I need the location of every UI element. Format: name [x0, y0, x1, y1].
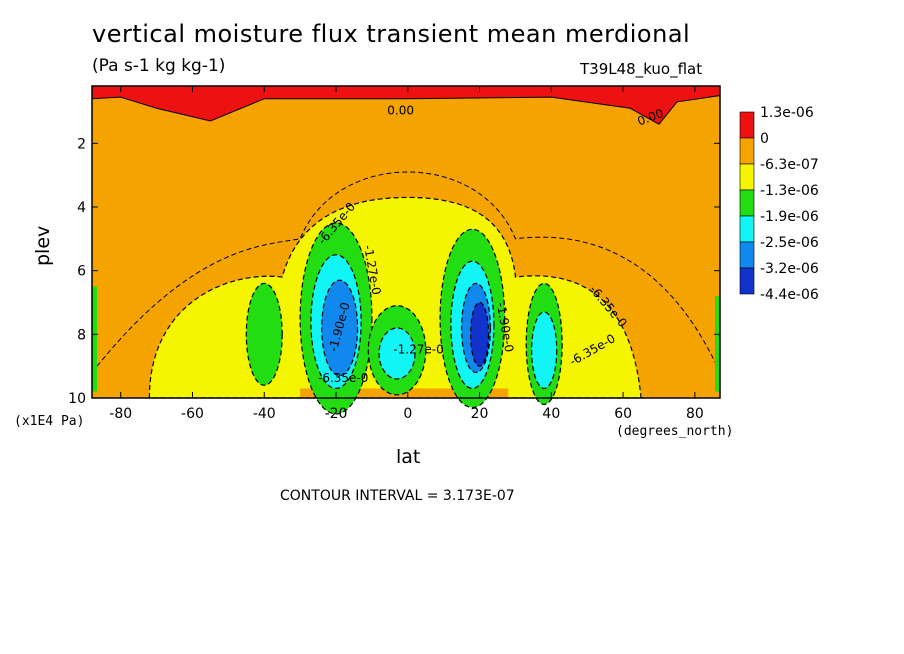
- legend-swatch: [739, 111, 755, 139]
- x-tick-label: -40: [253, 406, 276, 422]
- contour-fill-blue: [321, 279, 359, 377]
- contour-fill-cyan: [378, 327, 416, 380]
- legend-swatch: [739, 215, 755, 243]
- legend-label: -3.2e-06: [760, 261, 819, 277]
- y-axis-unit: (x1E4 Pa): [14, 414, 85, 429]
- y-tick-label: 2: [77, 136, 86, 152]
- legend-label: -1.3e-06: [760, 183, 819, 199]
- y-tick-label: 8: [77, 327, 86, 343]
- contour-label: 0.00: [387, 104, 414, 118]
- legend-swatch: [739, 241, 755, 269]
- contour-fill-green: [245, 282, 283, 386]
- contour-fill-cyan: [530, 311, 558, 390]
- y-tick-label: 4: [77, 200, 86, 216]
- contour-label: -1.27e-0: [393, 342, 443, 356]
- x-tick-label: 60: [614, 406, 632, 422]
- contour-fill-edge-right: [715, 296, 720, 392]
- legend-label: -6.3e-07: [760, 157, 819, 173]
- x-tick-label: 80: [686, 406, 704, 422]
- chart-units: (Pa s-1 kg kg-1): [92, 56, 226, 76]
- x-tick-label: 40: [542, 406, 560, 422]
- legend-label: -4.4e-06: [760, 287, 819, 303]
- x-axis-label: lat: [396, 446, 421, 468]
- chart-title: vertical moisture flux transient mean me…: [92, 20, 691, 48]
- run-label: T39L48_kuo_flat: [580, 60, 703, 78]
- y-tick-label: 6: [77, 264, 86, 280]
- x-axis-unit: (degrees_north): [616, 424, 734, 439]
- legend-swatch: [739, 137, 755, 165]
- legend-label: -2.5e-06: [760, 235, 819, 251]
- x-tick-label: -20: [325, 406, 348, 422]
- contour-fill-dark-blue: [469, 301, 490, 367]
- x-tick-label: 20: [471, 406, 489, 422]
- plot-frame: [91, 85, 721, 399]
- legend-swatch: [739, 189, 755, 217]
- contour-line-outer: [91, 171, 721, 373]
- y-tick-label: 10: [68, 391, 86, 407]
- x-tick-label: 0: [403, 406, 412, 422]
- legend-swatch: [739, 267, 755, 295]
- legend-swatch: [739, 163, 755, 191]
- x-tick-label: -80: [109, 406, 132, 422]
- legend-label: -1.9e-06: [760, 209, 819, 225]
- contour-interval-note: CONTOUR INTERVAL = 3.173E-07: [280, 488, 515, 504]
- contour-fill-red: [91, 85, 721, 125]
- x-tick-label: -60: [181, 406, 204, 422]
- legend-label: 0: [760, 131, 769, 147]
- contour-fill-edge-left: [92, 286, 97, 392]
- contour-label: -6.35e-0: [318, 371, 368, 385]
- legend-label: 1.3e-06: [760, 105, 814, 121]
